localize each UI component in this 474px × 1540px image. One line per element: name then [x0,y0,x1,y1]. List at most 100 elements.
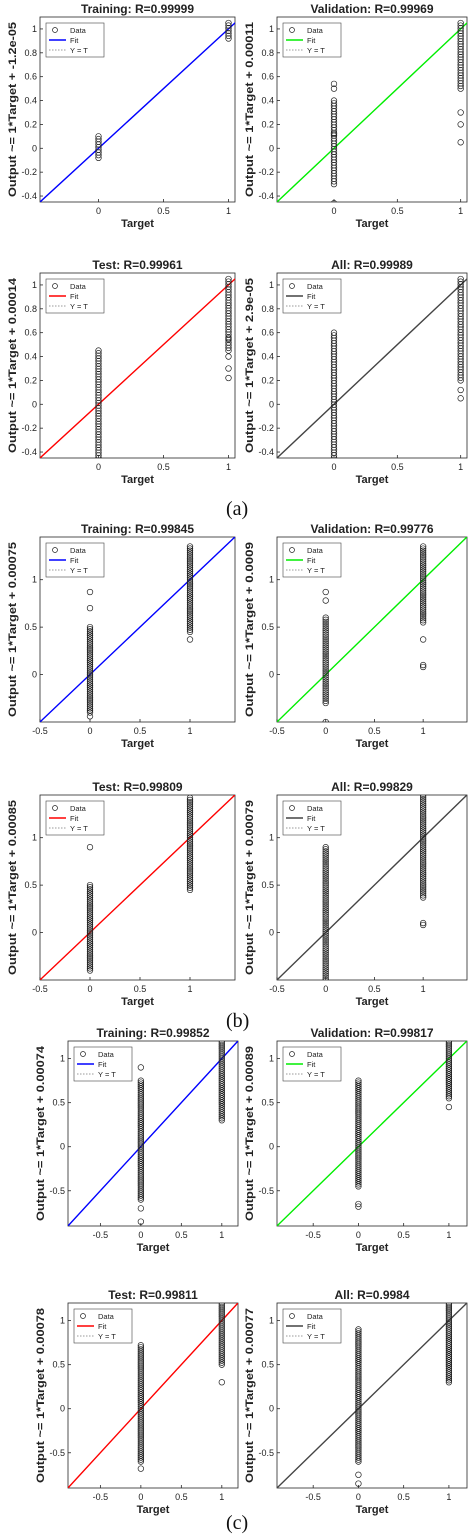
data-point [420,827,427,834]
data-point [86,954,94,962]
y-tick-label: 0 [60,1142,65,1152]
x-tick-label: -0.5 [32,726,48,736]
legend-label-fit: Fit [307,556,316,565]
data-point [322,689,329,696]
data-point [420,566,427,573]
y-tick-label: 0 [269,928,274,938]
data-point [86,898,94,905]
data-point [137,1218,145,1225]
y-tick-label: 1 [32,575,37,585]
data-point [322,684,329,692]
plot-content [68,1041,238,1226]
data-point [420,802,427,809]
data-point [322,894,329,901]
plot-title: Validation: R=0.99969 [310,2,433,16]
fit-line [68,1303,238,1488]
x-tick-label: 0 [323,984,328,994]
data-point [86,680,94,687]
data-point [86,942,94,949]
data-point [322,903,329,910]
data-point [420,879,427,886]
data-point [86,959,94,966]
data-point [322,665,329,673]
data-point [420,825,427,832]
data-point [420,602,427,609]
data-point [95,428,102,435]
y-tick-label: 0 [269,670,274,680]
x-axis-label: Target [137,1242,170,1254]
data-point [186,614,194,621]
data-point [186,622,194,629]
data-point [420,833,427,840]
data-point [86,927,94,935]
data-point [355,1200,362,1208]
y-axis-label: Output ~= 1*Target + 0.00085 [7,800,19,975]
data-point [86,709,94,716]
x-axis-label: Target [121,474,154,486]
y-tick-label: 0.2 [24,375,37,385]
fit-line [40,22,235,202]
data-point [86,661,94,668]
data-point [420,846,427,853]
data-point [186,815,194,822]
legend-data-marker [289,805,295,811]
fit-line [277,1303,467,1488]
y-tick-label: 0.4 [24,96,37,106]
legend-label-yt: Y = T [70,824,88,833]
y-tick-label: 1 [32,24,37,34]
data-point [420,852,427,859]
data-point [322,625,329,632]
data-point [86,909,94,916]
data-point [420,796,427,803]
data-point [95,449,102,456]
data-point [420,808,427,815]
y-axis-label: Output ~= 1*Target + 0.00089 [244,1046,256,1221]
data-point [218,1333,225,1340]
y-tick-label: 0.6 [24,328,37,338]
data-point [218,1357,225,1364]
data-point [322,962,329,969]
data-point [322,968,329,975]
x-tick-label: 0 [331,462,336,472]
data-point [86,682,94,689]
data-point [186,821,194,829]
data-point [420,583,427,590]
data-point [322,959,329,967]
data-point [225,365,232,372]
legend-label-yt: Y = T [307,824,325,833]
data-point [86,663,94,670]
plot-title: Test: R=0.99809 [92,780,182,794]
data-point [86,703,94,710]
data-point [218,1305,225,1313]
data-point [445,1041,453,1047]
data-point [186,605,194,613]
data-point [186,823,194,831]
data-point [95,441,102,449]
legend-label-yt: Y = T [70,566,88,575]
data-point [420,560,427,567]
data-point [420,829,427,836]
data-point [186,828,194,835]
legend-label-yt: Y = T [307,302,325,311]
data-point [186,861,194,868]
data-point [218,1313,225,1321]
y-tick-label: 1 [269,24,274,34]
plot-3: 0 0.5 1 -0.4 -0.2 0 0.2 0.4 0.6 0.8 1 Test: R=0.999… [7,258,236,486]
y-tick-label: 0 [32,399,37,409]
data-point [420,661,427,669]
data-point [186,803,194,810]
data-point [86,894,94,901]
data-point [322,844,329,851]
x-tick-label: 1 [187,984,192,994]
y-tick-label: 1 [269,833,274,843]
data-point [186,813,194,820]
data-point [322,695,329,702]
data-point [322,892,329,899]
data-point [86,653,94,660]
data-point [420,848,427,855]
data-point [86,678,94,685]
plot-title: Validation: R=0.99817 [310,1026,433,1040]
